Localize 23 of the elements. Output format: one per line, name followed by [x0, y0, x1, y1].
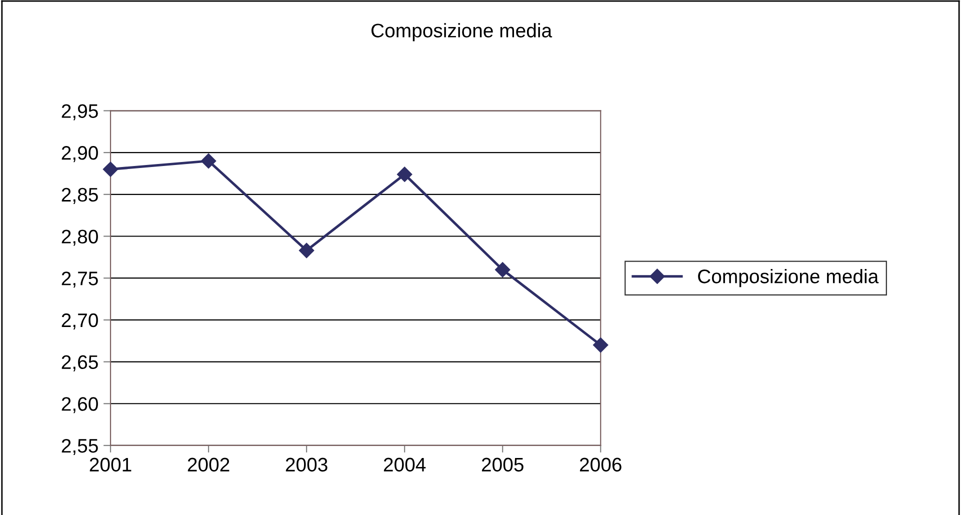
- point: [397, 166, 412, 182]
- y-tick-label: 2,70: [62, 313, 98, 330]
- x-tick-label: 2001: [90, 458, 132, 472]
- point: [200, 153, 216, 169]
- legend-label: Composizione media: [698, 269, 879, 288]
- x-tick-label: 2006: [580, 458, 622, 472]
- x-tick-label: 2003: [286, 458, 328, 472]
- y-tick-label: 2,75: [62, 272, 98, 288]
- y-tick-label: 2,65: [62, 355, 98, 372]
- y-tick-label: 2,90: [62, 146, 98, 162]
- point: [593, 337, 608, 353]
- y-tick-label: 2,55: [62, 438, 98, 456]
- y-tick-label: 2,60: [62, 397, 98, 414]
- x-tick-label: 2002: [188, 458, 230, 472]
- x-tick-label: 2004: [384, 458, 426, 472]
- y-tick-label: 2,85: [62, 188, 98, 204]
- y-tick-label: 2,95: [62, 104, 98, 120]
- point: [298, 242, 314, 258]
- point: [495, 262, 510, 278]
- chart-title: Composizione media: [371, 23, 552, 42]
- y-tick-label: 2,80: [62, 230, 98, 246]
- point: [102, 162, 118, 177]
- x-tick-label: 2005: [482, 458, 524, 472]
